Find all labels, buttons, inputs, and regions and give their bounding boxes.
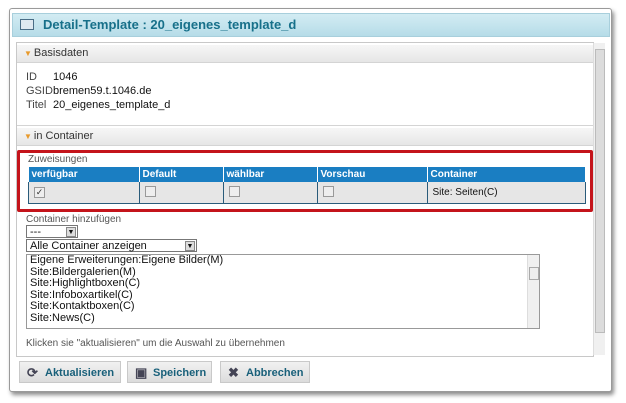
content-scrollbar[interactable]: [593, 43, 605, 355]
dialog-title: Detail-Template : 20_eigenes_template_d: [43, 17, 297, 32]
default-checkbox[interactable]: [144, 185, 156, 197]
hint-text: Klicken sie "aktualisieren" um die Auswa…: [26, 338, 285, 349]
button-label: Abbrechen: [246, 367, 304, 379]
button-label: Aktualisieren: [45, 367, 115, 379]
column-header[interactable]: Container: [427, 167, 586, 182]
refresh-icon: ⟳: [27, 365, 38, 380]
window-icon: [20, 19, 34, 30]
save-button[interactable]: ▣ Speichern: [127, 361, 212, 383]
field-value: 20_eigenes_template_d: [53, 99, 171, 111]
field-value: 1046: [53, 71, 78, 83]
cancel-button[interactable]: ✖ Abbrechen: [220, 361, 310, 383]
column-header[interactable]: Default: [139, 167, 224, 182]
content-panel: ▼ Basisdaten ID 1046 GSID bremen59.t.1046.d…: [16, 42, 594, 357]
verfuegbar-checkbox[interactable]: ✓: [34, 187, 45, 198]
close-icon: ✖: [228, 365, 239, 380]
list-item[interactable]: Site:Kontaktboxen(C): [30, 300, 135, 312]
chevron-down-icon: ▼: [185, 241, 195, 251]
collapse-arrow-icon: ▼: [24, 132, 32, 141]
field-label: GSID: [26, 85, 53, 97]
section-basisdaten-header[interactable]: ▼ Basisdaten: [17, 45, 593, 63]
collapse-arrow-icon: ▼: [24, 49, 32, 58]
container-type-select[interactable]: --- ▼: [26, 225, 78, 238]
list-item[interactable]: Site:Highlightboxen(C): [30, 277, 141, 289]
button-label: Speichern: [153, 367, 207, 379]
title-bar: Detail-Template : 20_eigenes_template_d: [12, 13, 610, 37]
container-filter-select[interactable]: Alle Container anzeigen ▼: [26, 239, 197, 252]
scroll-thumb[interactable]: [595, 49, 605, 333]
section-title: in Container: [33, 130, 94, 142]
field-label: Titel: [26, 99, 47, 111]
container-cell: Site: Seiten(C): [426, 182, 586, 204]
field-value: bremen59.t.1046.de: [53, 85, 152, 97]
zuweisungen-label: Zuweisungen: [28, 154, 88, 165]
vorschau-checkbox[interactable]: [322, 185, 334, 197]
section-title: Basisdaten: [33, 47, 89, 59]
select-value: Alle Container anzeigen: [30, 240, 147, 252]
zuweisungen-highlight: Zuweisungen verfügbar Default wählbar Vo…: [17, 150, 593, 212]
column-header[interactable]: verfügbar: [28, 167, 140, 182]
list-item[interactable]: Site:News(C): [30, 311, 95, 324]
list-item[interactable]: Eigene Erweiterungen:Eigene Bilder(M): [30, 254, 224, 266]
container-add-label: Container hinzufügen: [26, 214, 122, 225]
listbox-scrollbar[interactable]: [527, 255, 539, 328]
column-header[interactable]: wählbar: [223, 167, 318, 182]
column-header[interactable]: Vorschau: [317, 167, 428, 182]
select-value: ---: [30, 226, 41, 238]
save-icon: ▣: [135, 365, 148, 380]
chevron-down-icon: ▼: [66, 227, 76, 237]
section-container-header[interactable]: ▼ in Container: [17, 128, 593, 146]
zuweisungen-table: verfügbar Default wählbar Vorschau Conta…: [28, 167, 586, 204]
field-label: ID: [26, 71, 37, 83]
table-row: ✓ Site: Seiten(C): [28, 182, 586, 204]
refresh-button[interactable]: ⟳ Aktualisieren: [19, 361, 121, 383]
list-item[interactable]: Site:Bildergalerien(M): [30, 265, 136, 278]
scroll-thumb[interactable]: [529, 267, 539, 280]
list-item[interactable]: Site:Infoboxartikel(C): [30, 288, 133, 301]
waehlbar-checkbox[interactable]: [228, 185, 240, 197]
container-listbox[interactable]: Eigene Erweiterungen:Eigene Bilder(M) Si…: [26, 254, 540, 329]
